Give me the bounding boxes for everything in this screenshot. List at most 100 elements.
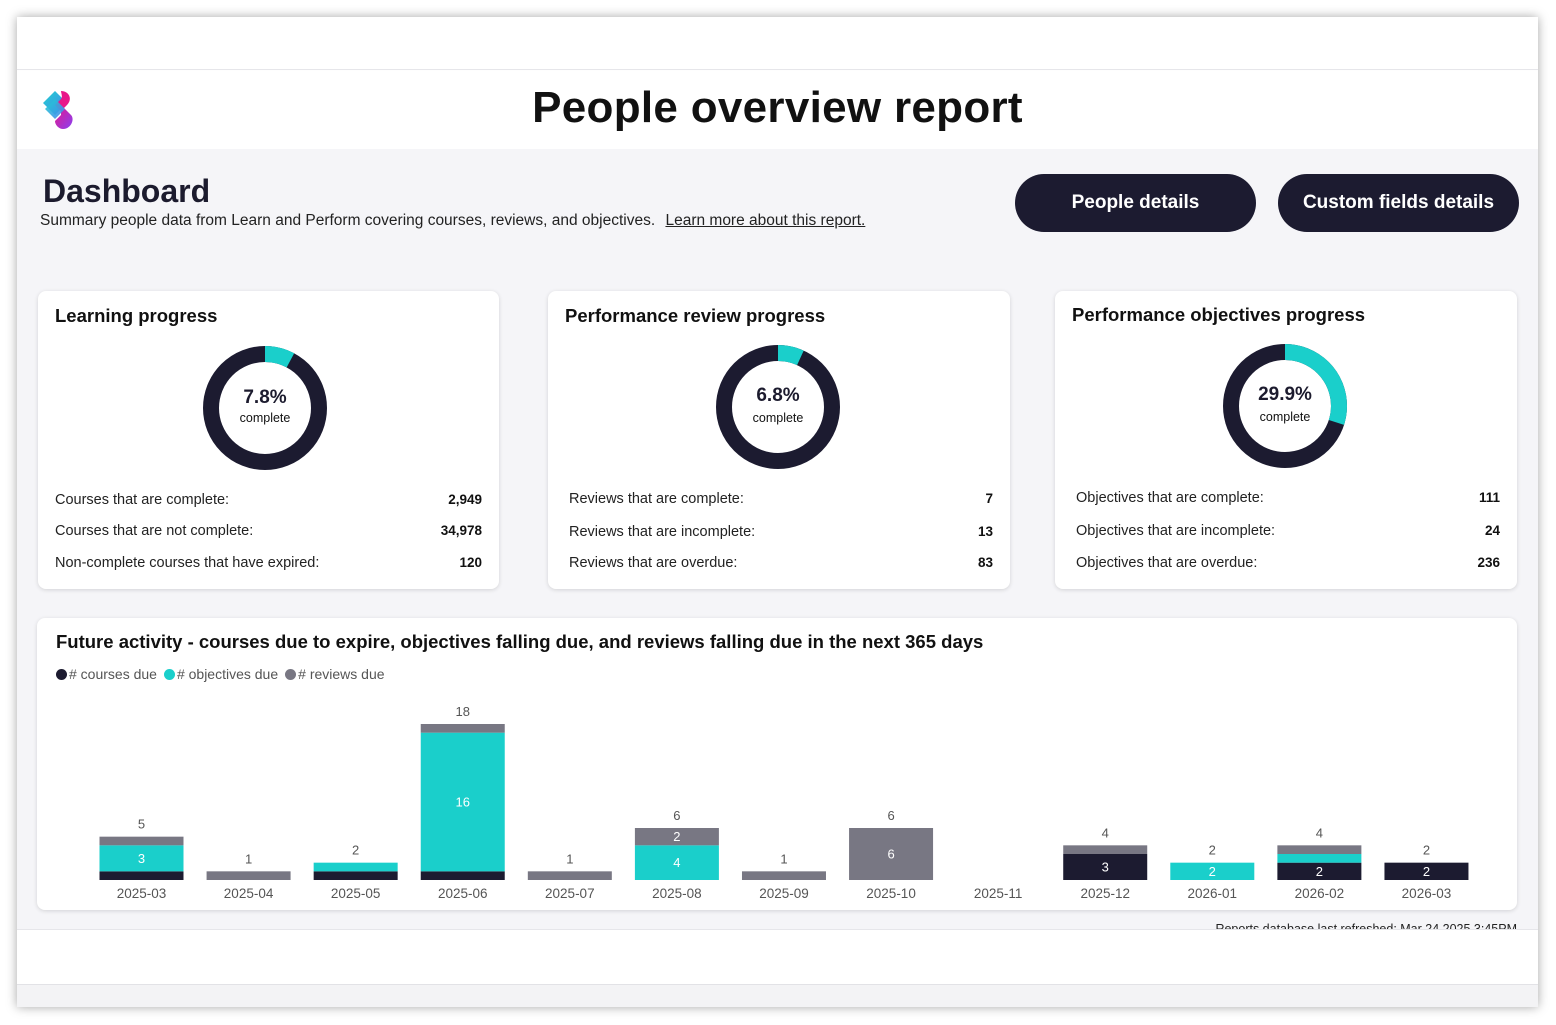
segment-label: 2 bbox=[1316, 864, 1323, 879]
stat-row: Objectives that are incomplete: 24 bbox=[1076, 523, 1500, 539]
segment-label: 4 bbox=[673, 855, 680, 870]
legend-label: # objectives due bbox=[176, 666, 279, 682]
bar-segment[interactable] bbox=[313, 871, 398, 880]
bar-segment[interactable] bbox=[1063, 845, 1148, 854]
bottom-bar bbox=[17, 984, 1538, 1007]
bar-segment[interactable] bbox=[99, 845, 184, 872]
performance-objectives-card: Performance objectives progress 29.9% co… bbox=[1055, 291, 1517, 589]
bar-segment[interactable] bbox=[313, 862, 398, 872]
stat-value: 2,949 bbox=[448, 492, 482, 507]
donut-complete-arc[interactable] bbox=[203, 346, 327, 470]
card-title: Performance review progress bbox=[565, 305, 826, 326]
stat-label: Courses that are complete: bbox=[55, 492, 230, 508]
segment-label: 2 bbox=[1423, 864, 1430, 879]
x-tick-label: 2025-07 bbox=[545, 886, 595, 901]
legend-item-courses[interactable]: # courses due bbox=[56, 666, 157, 682]
total-label: 18 bbox=[456, 704, 470, 719]
bar-segment[interactable] bbox=[634, 845, 719, 880]
stat-row: Objectives that are complete: 111 bbox=[1076, 490, 1500, 506]
bar-segment[interactable] bbox=[420, 871, 505, 880]
legend-item-reviews[interactable]: # reviews due bbox=[285, 666, 385, 682]
stat-value: 120 bbox=[459, 555, 482, 570]
total-label: 5 bbox=[138, 817, 145, 832]
total-label: 6 bbox=[887, 808, 894, 823]
future-activity-card: Future activity - courses due to expire,… bbox=[37, 618, 1517, 910]
donut-complete-arc[interactable] bbox=[716, 345, 840, 469]
dashboard-subtitle-text: Summary people data from Learn and Perfo… bbox=[40, 212, 656, 229]
card-title: Performance objectives progress bbox=[1072, 304, 1366, 325]
stat-value: 236 bbox=[1477, 555, 1500, 570]
total-label: 1 bbox=[245, 851, 252, 866]
learning-progress-donut bbox=[203, 346, 327, 470]
stat-value: 13 bbox=[977, 524, 993, 539]
x-tick-label: 2026-01 bbox=[1188, 886, 1238, 901]
donut-percent: 6.8% bbox=[756, 385, 800, 406]
bar-segment[interactable] bbox=[634, 828, 719, 846]
stat-label: Courses that are not complete: bbox=[55, 523, 254, 539]
stat-label: Objectives that are incomplete: bbox=[1076, 523, 1276, 539]
people-details-button[interactable]: People details bbox=[1015, 174, 1256, 232]
bar-segment[interactable] bbox=[1170, 862, 1255, 880]
chart-legend: # courses due # objectives due # reviews… bbox=[56, 666, 385, 682]
bar-segment[interactable] bbox=[1063, 854, 1148, 880]
total-label: 2 bbox=[1209, 843, 1216, 858]
learning-progress-card: Learning progress 7.8% complete Courses … bbox=[38, 291, 499, 589]
bar-segment[interactable] bbox=[99, 836, 184, 846]
bar-segment[interactable] bbox=[1384, 862, 1469, 880]
x-tick-label: 2025-03 bbox=[117, 886, 167, 901]
bar-segment[interactable] bbox=[741, 871, 826, 880]
x-tick-label: 2025-11 bbox=[974, 886, 1023, 901]
performance-objectives-donut bbox=[1223, 344, 1347, 468]
bar-segment[interactable] bbox=[849, 828, 934, 880]
x-tick-label: 2025-06 bbox=[438, 886, 488, 901]
segment-label: 2 bbox=[673, 829, 680, 844]
donut-complete-label: complete bbox=[1259, 410, 1311, 424]
stat-row: Courses that are not complete: 34,978 bbox=[55, 523, 482, 539]
bottom-strip bbox=[17, 929, 1538, 984]
legend-label: # courses due bbox=[69, 666, 157, 682]
total-label: 4 bbox=[1316, 825, 1323, 840]
total-label: 1 bbox=[780, 851, 787, 866]
donut-complete-arc[interactable] bbox=[1223, 344, 1347, 468]
report-header: People overview report bbox=[17, 71, 1538, 149]
dashboard-title: Dashboard bbox=[43, 173, 211, 209]
legend-dot bbox=[56, 668, 67, 680]
dashboard-subtitle: Summary people data from Learn and Perfo… bbox=[40, 212, 865, 230]
x-tick-label: 2025-12 bbox=[1080, 886, 1130, 901]
donut-percent: 7.8% bbox=[243, 387, 287, 408]
bar-segment[interactable] bbox=[1277, 854, 1362, 863]
segment-label: 3 bbox=[1102, 860, 1109, 875]
legend-item-objectives[interactable]: # objectives due bbox=[163, 666, 279, 682]
stat-row: Reviews that are complete: 7 bbox=[569, 491, 993, 507]
custom-fields-details-button[interactable]: Custom fields details bbox=[1278, 174, 1519, 232]
bar-segment[interactable] bbox=[1277, 845, 1362, 854]
x-tick-label: 2026-03 bbox=[1402, 886, 1452, 901]
performance-review-card: Performance review progress 6.8% complet… bbox=[548, 291, 1010, 589]
stat-label: Objectives that are overdue: bbox=[1076, 555, 1258, 571]
bar-segment[interactable] bbox=[206, 871, 291, 880]
stat-row: Reviews that are incomplete: 13 bbox=[569, 524, 993, 540]
segment-label: 3 bbox=[138, 851, 145, 866]
bar-segment[interactable] bbox=[99, 871, 184, 880]
stat-value: 24 bbox=[1484, 523, 1500, 538]
donut-complete-label: complete bbox=[239, 411, 291, 425]
legend-label: # reviews due bbox=[298, 666, 385, 682]
total-label: 6 bbox=[673, 808, 680, 823]
bar-segment[interactable] bbox=[420, 732, 505, 872]
total-label: 1 bbox=[566, 851, 573, 866]
stat-row: Courses that are complete: 2,949 bbox=[55, 492, 482, 508]
segment-label: 6 bbox=[887, 847, 894, 862]
bar-segment[interactable] bbox=[1277, 862, 1362, 880]
legend-dot bbox=[285, 668, 297, 680]
dashboard-content: Dashboard Summary people data from Learn… bbox=[17, 149, 1538, 936]
x-tick-label: 2025-08 bbox=[652, 886, 702, 901]
bar-segment[interactable] bbox=[527, 871, 612, 880]
donut-complete-label: complete bbox=[752, 411, 804, 425]
learn-more-link[interactable]: Learn more about this report. bbox=[665, 212, 866, 229]
bar-segment[interactable] bbox=[420, 724, 505, 733]
brand-logo-icon bbox=[43, 91, 73, 129]
x-tick-label: 2025-10 bbox=[866, 886, 916, 901]
stat-row: Non-complete courses that have expired: … bbox=[55, 555, 482, 571]
stat-value: 83 bbox=[977, 555, 993, 570]
stat-value: 34,978 bbox=[440, 523, 482, 538]
